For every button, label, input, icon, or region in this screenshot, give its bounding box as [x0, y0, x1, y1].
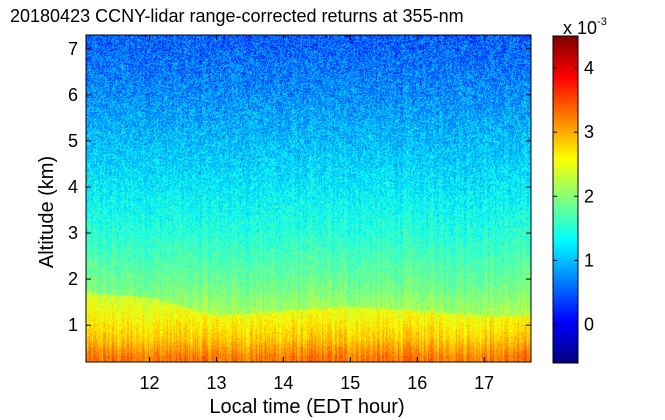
- x-tick-label: 14: [273, 373, 293, 393]
- y-tick-label: 4: [68, 177, 78, 197]
- colorbar-tick-label: 2: [584, 186, 594, 206]
- y-axis: 1 2 3 4 5 6 7: [68, 39, 531, 335]
- y-axis-label: Altitude (km): [36, 156, 58, 268]
- y-tick-label: 6: [68, 85, 78, 105]
- x-tick-label: 17: [474, 373, 494, 393]
- plot-frame: [85, 34, 532, 363]
- colorbar-tick-label: 0: [584, 315, 594, 335]
- colorbar-tick-label: 1: [584, 250, 594, 270]
- heatmap-image-container: [86, 35, 531, 362]
- colorbar-axis: 0 1 2 3 4: [553, 58, 594, 335]
- x-axis-label: Local time (EDT hour): [209, 396, 404, 418]
- y-tick-label: 5: [68, 131, 78, 151]
- x-tick-label: 12: [140, 373, 160, 393]
- colorbar-tick-label: 3: [584, 122, 594, 142]
- y-tick-label: 2: [68, 269, 78, 289]
- colorbar-multiplier: x 10-3: [563, 16, 607, 38]
- colorbar: [553, 36, 578, 363]
- colorbar-container: [553, 36, 578, 363]
- x-tick-label: 15: [340, 373, 360, 393]
- heatmap-image: [86, 35, 531, 362]
- colorbar-frame: [552, 35, 579, 364]
- x-tick-label: 13: [206, 373, 226, 393]
- colorbar-tick-label: 4: [584, 58, 594, 78]
- y-tick-label: 3: [68, 223, 78, 243]
- x-axis: 12 13 14 15 16 17: [140, 35, 494, 393]
- y-tick-label: 7: [68, 39, 78, 59]
- y-tick-label: 1: [68, 315, 78, 335]
- x-tick-label: 16: [407, 373, 427, 393]
- chart-title: 20180423 CCNY-lidar range-corrected retu…: [10, 6, 464, 26]
